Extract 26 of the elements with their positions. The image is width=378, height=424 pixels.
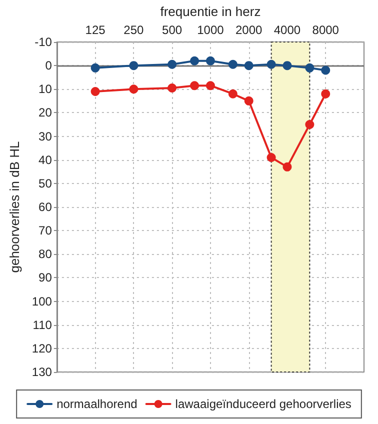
x-tick-label: 500 bbox=[162, 23, 182, 37]
y-tick-label: 110 bbox=[32, 318, 52, 332]
y-tick-label: 30 bbox=[38, 129, 52, 144]
y-tick-label: -10 bbox=[34, 35, 52, 49]
y-tick-label: 10 bbox=[38, 82, 52, 96]
y-tick-label: 60 bbox=[38, 200, 52, 214]
x-tick-label: 8000 bbox=[312, 23, 340, 37]
legend-label: lawaaigeïnduceerd gehoorverlies bbox=[175, 397, 352, 411]
y-tick-label: 40 bbox=[38, 152, 52, 167]
y-tick-label: 80 bbox=[38, 247, 52, 262]
y-tick-label: 0 bbox=[45, 58, 52, 73]
y-tick-label: 90 bbox=[38, 270, 52, 285]
y-axis-title: gehoorverlies in dB HL bbox=[7, 141, 22, 273]
x-tick-label: 125 bbox=[85, 23, 106, 37]
x-axis-title: frequentie in herz bbox=[160, 4, 261, 19]
x-tick-label: 1000 bbox=[197, 23, 224, 37]
y-tick-label: 120 bbox=[32, 341, 52, 356]
x-tick-label: 4000 bbox=[274, 23, 301, 37]
y-tick-label: 70 bbox=[38, 224, 52, 238]
legend-label: normaalhorend bbox=[56, 397, 138, 411]
y-tick-label: 130 bbox=[32, 365, 52, 379]
y-tick-label: 20 bbox=[38, 106, 52, 120]
x-tick-label: 250 bbox=[124, 23, 144, 37]
x-tick-label: 2000 bbox=[235, 23, 263, 37]
y-tick-label: 50 bbox=[38, 176, 52, 190]
y-tick-label: 100 bbox=[32, 294, 52, 308]
